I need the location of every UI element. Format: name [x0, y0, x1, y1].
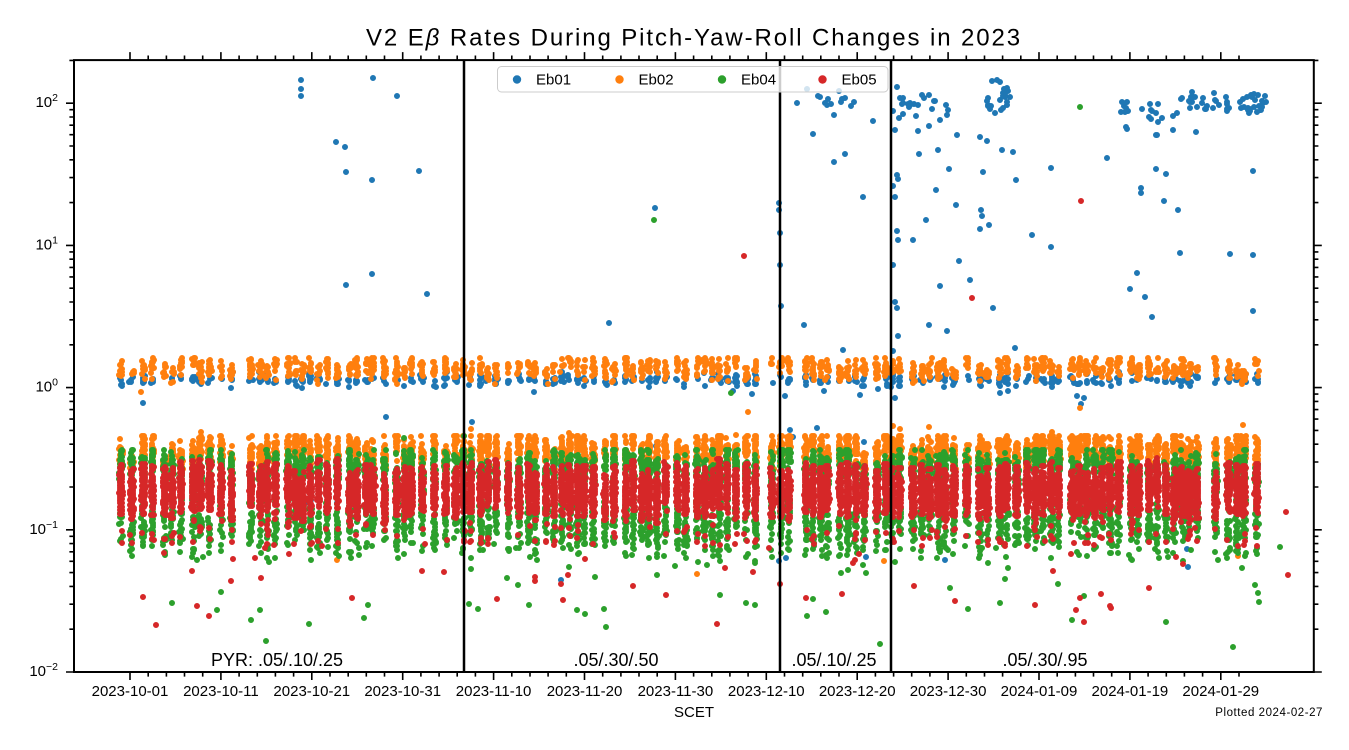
svg-text:2023-11-30: 2023-11-30	[638, 683, 714, 700]
svg-text:Eb04: Eb04	[741, 72, 776, 89]
svg-text:2024-01-09: 2024-01-09	[1001, 683, 1078, 700]
svg-text:Eb01: Eb01	[536, 72, 571, 89]
svg-text:.05/.30/.95: .05/.30/.95	[1002, 650, 1087, 670]
svg-text:Plotted 2024-02-27: Plotted 2024-02-27	[1215, 707, 1323, 719]
svg-text:2023-10-01: 2023-10-01	[92, 683, 169, 700]
svg-text:.05/.10/.25: .05/.10/.25	[791, 650, 876, 670]
svg-text:PYR: .05/.10/.25: PYR: .05/.10/.25	[211, 650, 343, 670]
svg-text:2023-10-21: 2023-10-21	[273, 683, 350, 700]
svg-text:Eb02: Eb02	[639, 72, 674, 89]
svg-text:2023-12-30: 2023-12-30	[910, 683, 987, 700]
svg-text:2023-10-31: 2023-10-31	[364, 683, 441, 700]
svg-text:Eb05: Eb05	[842, 72, 877, 89]
svg-text:SCET: SCET	[674, 704, 714, 721]
svg-text:V2 Eβ Rates During Pitch-Yaw-R: V2 Eβ Rates During Pitch-Yaw-Roll Change…	[366, 25, 1022, 52]
svg-text:2024-01-19: 2024-01-19	[1092, 683, 1169, 700]
svg-text:.05/.30/.50: .05/.30/.50	[573, 650, 658, 670]
svg-text:2023-11-10: 2023-11-10	[456, 683, 532, 700]
svg-text:2024-01-29: 2024-01-29	[1182, 683, 1259, 700]
svg-text:2023-12-20: 2023-12-20	[819, 683, 896, 700]
svg-text:2023-10-11: 2023-10-11	[183, 683, 259, 700]
svg-text:2023-12-10: 2023-12-10	[728, 683, 805, 700]
svg-text:2023-11-20: 2023-11-20	[547, 683, 623, 700]
